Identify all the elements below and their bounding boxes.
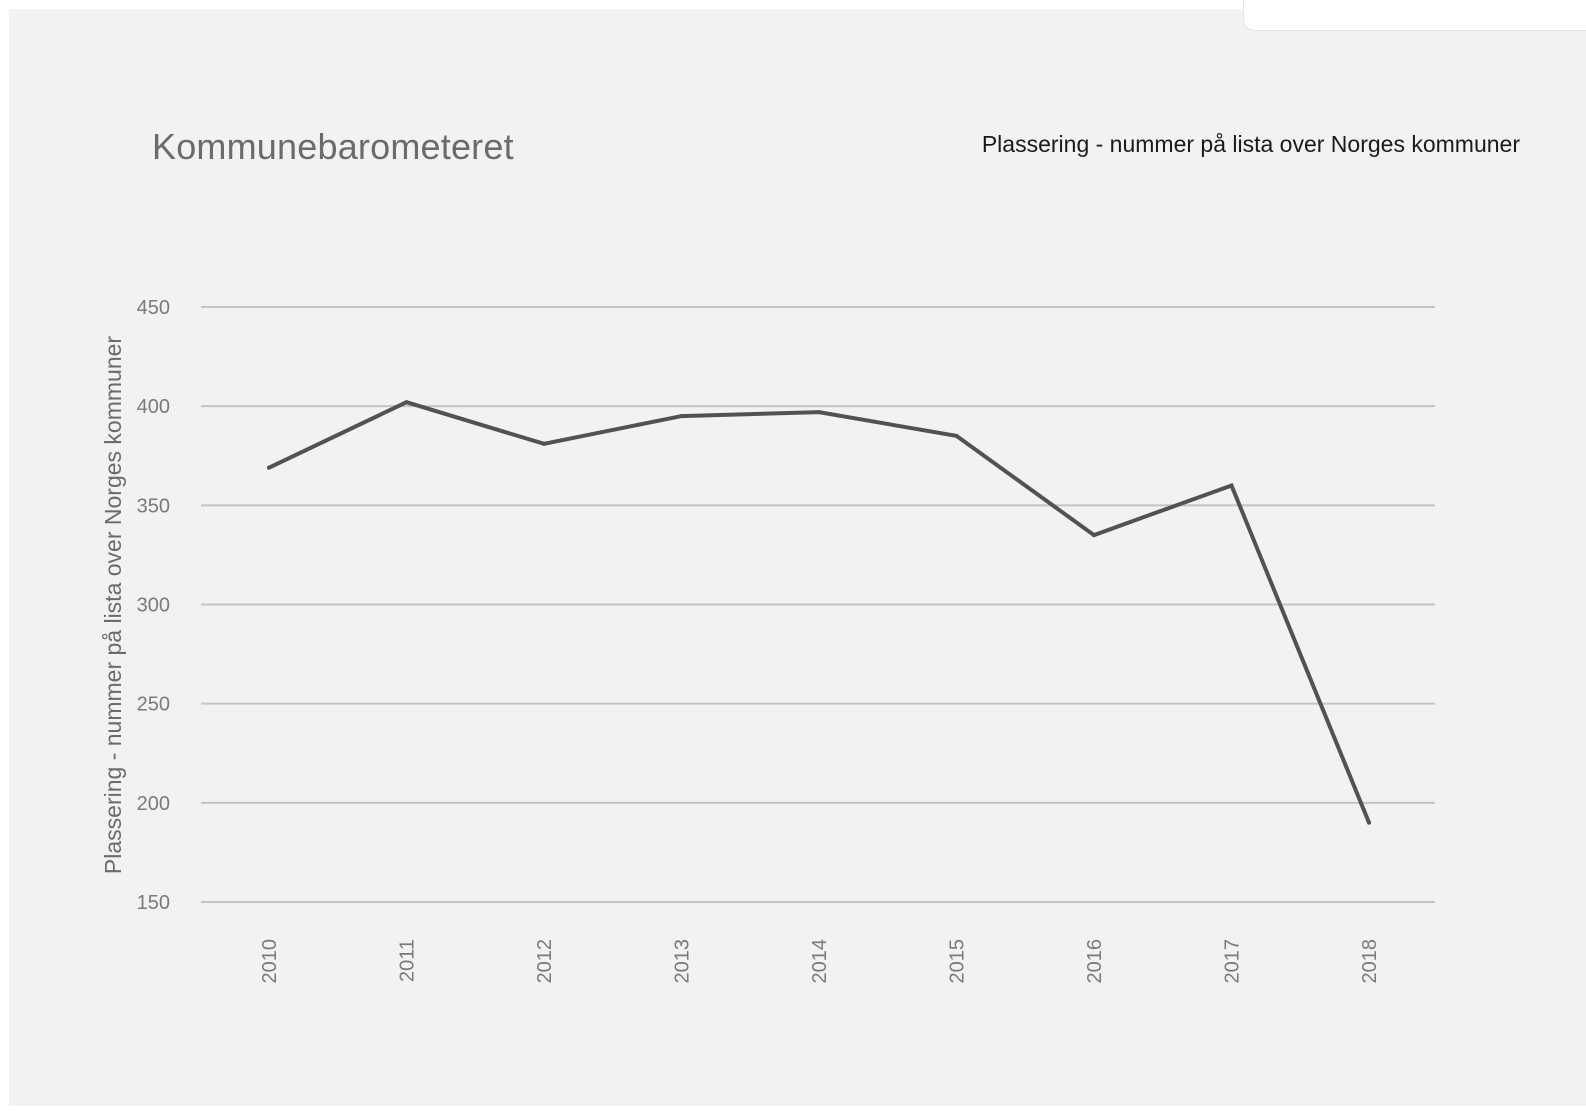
data-point-2018 [1367,820,1371,825]
x-tick-label: 2015 [947,939,969,984]
data-point-2011 [404,400,409,405]
y-tick-label: 250 [137,694,170,716]
x-tick-label: 2018 [1359,939,1381,984]
x-tick-label: 2012 [534,939,556,984]
legend-entry: Plassering - nummer på lista over Norges… [981,131,1520,157]
y-tick-label: 200 [137,793,170,815]
x-tick-label: 2011 [397,939,419,982]
x-tick-label: 2013 [672,939,694,984]
data-point-2012 [542,441,546,446]
x-tick-label: 2010 [259,939,281,984]
data-point-2015 [954,433,959,438]
chart-title: Kommunebarometeret [152,126,514,167]
data-point-2010 [267,465,271,470]
y-tick-label: 350 [137,495,170,517]
series-line [267,400,1371,825]
y-axis-label: Plassering - nummer på lista over Norges… [100,336,126,874]
x-tick-label: 2014 [809,939,831,984]
y-tick-label: 150 [137,892,170,914]
corner-card [1243,0,1586,31]
data-point-2013 [679,414,684,419]
x-tick-label: 2017 [1222,939,1244,984]
data-point-2014 [817,410,821,415]
y-tick-label: 450 [137,297,170,319]
y-tick-label: 400 [137,396,170,418]
y-tick-label: 300 [137,595,170,617]
x-tick-label: 2016 [1084,939,1106,984]
data-point-2017 [1229,483,1234,488]
chart-background [9,9,1586,1106]
data-point-2016 [1092,533,1096,538]
